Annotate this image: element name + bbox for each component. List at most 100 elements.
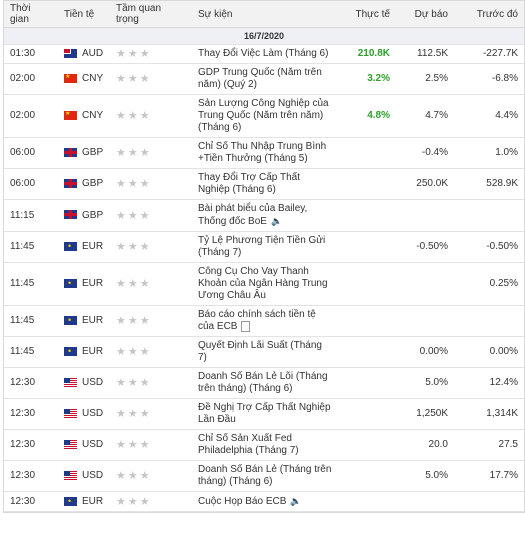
table-row[interactable]: 11:45EUR★★★Quyết Định Lãi Suất (Tháng 7)…	[4, 336, 524, 369]
table-row[interactable]: 12:30 USD ★★★ Doanh Số Bán Lẻ (Tháng trên t…	[4, 460, 524, 493]
star-icon: ★	[127, 377, 140, 390]
economic-calendar: Thời gian Tiền tệ Tầm quan trọng Sự kiện…	[3, 0, 525, 514]
event-cell[interactable]: Công Cụ Cho Vay Thanh Khoản của Ngân Hàn…	[192, 262, 338, 306]
importance-stars: ★★★	[110, 262, 192, 306]
event-forecast: -0.50%	[396, 231, 454, 263]
table-row[interactable]: 06:00 GBP ★★★ Chỉ Số Thu Nhập Trung Bình +T…	[4, 137, 524, 169]
event-time: 01:30	[4, 44, 58, 64]
star-icon: ★	[127, 470, 140, 483]
event-actual: 210.8K	[338, 44, 396, 64]
event-name[interactable]: Quyết Định Lãi Suất (Tháng 7)	[198, 340, 322, 364]
eu-flag-icon	[64, 315, 77, 325]
star-icon: ★	[139, 408, 152, 421]
table-header-row: Thời gian Tiền tệ Tầm quan trọng Sự kiện…	[4, 1, 524, 28]
star-icon: ★	[116, 495, 128, 508]
gb-flag-icon	[64, 210, 77, 220]
event-forecast: 1,250K	[396, 398, 454, 431]
event-cell[interactable]: Chỉ Số Thu Nhập Trung Bình +Tiền Thưởng …	[192, 137, 338, 169]
event-currency: EUR	[58, 336, 110, 369]
event-previous: -227.7K	[454, 44, 524, 64]
event-cell[interactable]: Tỷ Lệ Phương Tiện Tiền Gửi (Tháng 7)	[192, 231, 338, 263]
calendar-table: Thời gian Tiền tệ Tầm quan trọng Sự kiện…	[4, 1, 524, 513]
event-previous	[454, 199, 524, 232]
importance-stars: ★★★	[110, 168, 192, 200]
event-actual	[338, 398, 396, 431]
currency-code: EUR	[82, 241, 104, 252]
star-icon: ★	[127, 48, 140, 60]
event-name[interactable]: Báo cáo chính sách tiền tệ của ECB	[198, 309, 316, 333]
event-cell[interactable]: Doanh Số Bán Lẻ Lõi (Tháng trên tháng) (…	[192, 367, 338, 400]
table-row[interactable]: 12:30 USD ★★★ Đề Nghị Trợ Cấp Thất Nghiệp L…	[4, 398, 524, 431]
table-row[interactable]: 02:00CNY★★★Sản Lượng Công Nghiệp của Tru…	[4, 94, 524, 138]
table-row[interactable]: 11:45EUR★★★Báo cáo chính sách tiền tệ củ…	[4, 305, 524, 338]
event-cell[interactable]: Cuộc Họp Báo ECB 🔈	[192, 491, 338, 513]
event-time: 12:30	[4, 367, 58, 400]
event-cell[interactable]: Quyết Định Lãi Suất (Tháng 7)	[192, 336, 338, 369]
table-row[interactable]: 11:45 EUR ★★★ Tỷ Lệ Phương Tiện Tiền Gửi (T…	[4, 231, 524, 263]
event-forecast: 20.0	[396, 429, 454, 462]
star-icon: ★	[116, 241, 128, 253]
star-icon: ★	[116, 48, 128, 60]
event-actual	[338, 336, 396, 369]
event-name[interactable]: Tỷ Lệ Phương Tiện Tiền Gửi (Tháng 7)	[198, 235, 326, 258]
event-name[interactable]: Đề Nghị Trợ Cấp Thất Nghiệp Lần Đầu	[198, 402, 331, 426]
event-cell[interactable]: Thay Đổi Việc Làm (Tháng 6)	[192, 44, 338, 64]
table-row[interactable]: 01:30 AUD ★★★ Thay Đổi Việc Làm (Tháng 6) 21…	[4, 44, 524, 64]
table-row[interactable]: 12:30EUR★★★Cuộc Họp Báo ECB🔈	[4, 491, 524, 513]
star-icon: ★	[139, 73, 152, 85]
event-cell[interactable]: Sản Lượng Công Nghiệp của Trung Quốc (Nă…	[192, 94, 338, 138]
star-icon: ★	[139, 377, 152, 390]
event-previous	[454, 305, 524, 338]
table-row[interactable]: 12:30 USD ★★★ Chỉ Số Sản Xuất Fed Philadelp…	[4, 429, 524, 462]
event-cell[interactable]: Báo cáo chính sách tiền tệ của ECB	[192, 305, 338, 338]
event-cell[interactable]: Đề Nghị Trợ Cấp Thất Nghiệp Lần Đầu	[192, 398, 338, 431]
event-cell[interactable]: Chỉ Số Sản Xuất Fed Philadelphia (Tháng …	[192, 429, 338, 462]
importance-stars: ★★★	[110, 63, 192, 95]
event-name[interactable]: Sản Lượng Công Nghiệp của Trung Quốc (Nă…	[198, 98, 329, 133]
importance-stars: ★★★	[110, 398, 192, 431]
event-name[interactable]: Doanh Số Bán Lẻ Lõi (Tháng trên tháng) (…	[198, 371, 328, 395]
event-name[interactable]: Chỉ Số Thu Nhập Trung Bình +Tiền Thưởng …	[198, 141, 327, 164]
event-cell[interactable]: Doanh Số Bán Lẻ (Tháng trên tháng) (Thán…	[192, 460, 338, 493]
event-name[interactable]: Công Cụ Cho Vay Thanh Khoản của Ngân Hàn…	[198, 266, 328, 301]
table-row[interactable]: 06:00 GBP ★★★ Thay Đổi Trợ Cấp Thất Nghiệp …	[4, 168, 524, 200]
event-time: 11:45	[4, 231, 58, 263]
star-icon: ★	[116, 470, 128, 483]
event-name[interactable]: Cuộc Họp Báo ECB	[198, 496, 287, 508]
header-currency: Tiền tệ	[58, 1, 110, 28]
event-actual	[338, 262, 396, 306]
event-name[interactable]: Chỉ Số Sản Xuất Fed Philadelphia (Tháng …	[198, 433, 299, 457]
event-actual	[338, 168, 396, 200]
event-currency: CNY	[58, 94, 110, 138]
event-name[interactable]: Doanh Số Bán Lẻ (Tháng trên tháng) (Thán…	[198, 464, 332, 488]
event-name[interactable]: Thay Đổi Trợ Cấp Thất Nghiệp (Tháng 6)	[198, 172, 300, 195]
cn-flag-icon	[64, 110, 77, 120]
table-row[interactable]: 02:00CNY★★★GDP Trung Quốc (Năm trên năm)…	[4, 63, 524, 95]
event-name[interactable]: Thay Đổi Việc Làm (Tháng 6)	[198, 48, 329, 59]
currency-code: EUR	[82, 315, 104, 327]
currency-code: EUR	[82, 278, 104, 289]
currency-code: USD	[82, 470, 104, 482]
star-icon: ★	[127, 178, 140, 190]
table-row[interactable]: 12:30 USD ★★★ Doanh Số Bán Lẻ Lõi (Tháng tr…	[4, 367, 524, 400]
currency-code: AUD	[82, 48, 104, 59]
table-body: 16/7/2020 01:30 AUD ★★★ Thay Đổi Việc Làm (…	[4, 27, 524, 513]
table-row[interactable]: 11:45EUR★★★Công Cụ Cho Vay Thanh Khoản c…	[4, 262, 524, 306]
event-cell[interactable]: Thay Đổi Trợ Cấp Thất Nghiệp (Tháng 6)	[192, 168, 338, 200]
star-icon: ★	[116, 408, 128, 421]
star-icon: ★	[139, 209, 152, 222]
star-icon: ★	[127, 110, 140, 122]
table-row[interactable]: 11:15 GBP ★★★ Bài phát biểu của Bailey, Thố…	[4, 199, 524, 232]
us-flag-icon	[64, 409, 77, 418]
star-icon: ★	[139, 315, 152, 328]
importance-stars: ★★★	[110, 44, 192, 64]
importance-stars: ★★★	[110, 231, 192, 263]
event-name[interactable]: Bài phát biểu của Bailey, Thống đốc BoE	[198, 203, 308, 227]
event-cell[interactable]: GDP Trung Quốc (Năm trên năm) (Quý 2)	[192, 63, 338, 95]
event-name[interactable]: GDP Trung Quốc (Năm trên năm) (Quý 2)	[198, 67, 322, 90]
event-currency: GBP	[58, 199, 110, 232]
currency-code: EUR	[82, 495, 104, 507]
star-icon: ★	[116, 147, 128, 159]
event-cell[interactable]: Bài phát biểu của Bailey, Thống đốc BoE 🔈	[192, 199, 338, 232]
star-icon: ★	[116, 110, 128, 122]
